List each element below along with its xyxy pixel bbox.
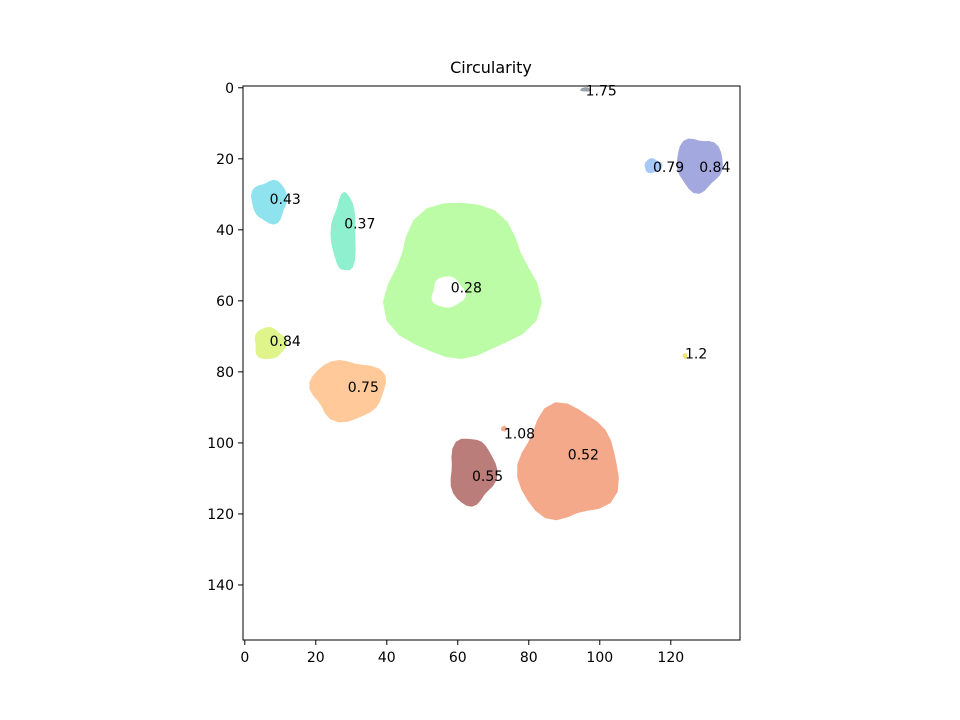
circularity-label-11: 0.55 bbox=[472, 469, 503, 485]
x-tick-label: 60 bbox=[449, 650, 467, 666]
x-tick-label: 0 bbox=[240, 650, 249, 666]
y-axis: 0 20 40 60 80 100 120 140 bbox=[207, 81, 243, 594]
circularity-label-1: 0.79 bbox=[653, 160, 684, 176]
region-11 bbox=[450, 438, 498, 507]
circularity-label-2: 0.84 bbox=[699, 160, 730, 176]
x-axis: 0 20 40 60 80 100 120 bbox=[240, 640, 684, 666]
circularity-label-7: 0.75 bbox=[348, 380, 379, 396]
circularity-label-0: 1.75 bbox=[586, 84, 617, 100]
region-2 bbox=[676, 138, 723, 194]
circularity-label-6: 0.84 bbox=[270, 334, 301, 350]
x-tick-label: 80 bbox=[520, 650, 538, 666]
y-tick-label: 80 bbox=[216, 365, 234, 381]
circularity-label-4: 0.37 bbox=[344, 217, 375, 233]
region-10 bbox=[517, 402, 619, 521]
y-tick-label: 20 bbox=[216, 152, 234, 168]
x-tick-label: 40 bbox=[378, 650, 396, 666]
region-7 bbox=[309, 360, 387, 423]
region-5 bbox=[382, 202, 542, 359]
circularity-label-5: 0.28 bbox=[451, 281, 482, 297]
region-0 bbox=[580, 87, 592, 92]
y-tick-label: 60 bbox=[216, 294, 234, 310]
y-tick-label: 100 bbox=[207, 436, 234, 452]
region-8 bbox=[682, 353, 687, 359]
y-tick-label: 40 bbox=[216, 223, 234, 239]
y-tick-label: 140 bbox=[207, 578, 234, 594]
circularity-label-8: 1.2 bbox=[685, 346, 707, 362]
annotation-layer: 1.75 0.79 0.84 0.43 0.37 0.28 0.84 0.75 1.2 1.08 0… bbox=[270, 84, 731, 485]
region-6 bbox=[254, 326, 288, 359]
plot-frame bbox=[242, 85, 741, 641]
y-tick-label: 120 bbox=[207, 507, 234, 523]
x-tick-label: 100 bbox=[586, 650, 613, 666]
chart-title: Circularity bbox=[450, 58, 532, 77]
y-tick-label: 0 bbox=[225, 81, 234, 97]
region-3 bbox=[251, 179, 288, 225]
circularity-label-3: 0.43 bbox=[270, 192, 301, 208]
region-4 bbox=[330, 191, 356, 271]
plot-area: 1.75 0.79 0.84 0.43 0.37 0.28 0.84 0.75 1.2 1.08 0… bbox=[251, 84, 730, 521]
circularity-label-10: 0.52 bbox=[568, 448, 599, 464]
region-1 bbox=[644, 158, 663, 174]
region-layer bbox=[251, 87, 723, 521]
x-tick-label: 120 bbox=[657, 650, 684, 666]
circularity-label-9: 1.08 bbox=[504, 426, 535, 442]
region-9 bbox=[501, 425, 507, 432]
x-tick-label: 20 bbox=[307, 650, 325, 666]
